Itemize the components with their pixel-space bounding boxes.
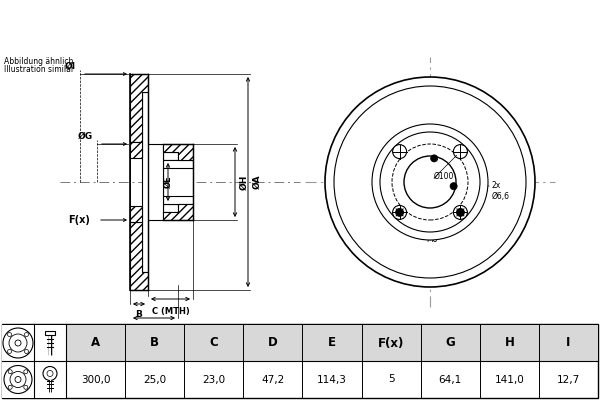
Polygon shape <box>163 152 178 160</box>
Text: ØE: ØE <box>163 176 173 188</box>
Text: 2x: 2x <box>407 135 416 144</box>
Text: 300,0: 300,0 <box>81 374 110 384</box>
Polygon shape <box>130 142 142 158</box>
Circle shape <box>8 385 12 389</box>
Text: 141,0: 141,0 <box>494 374 524 384</box>
Bar <box>125 325 184 361</box>
Text: ØH: ØH <box>240 174 249 190</box>
Bar <box>480 325 539 361</box>
Circle shape <box>8 370 12 374</box>
Text: B: B <box>150 336 159 350</box>
Polygon shape <box>163 160 193 204</box>
Text: F(x): F(x) <box>68 215 90 225</box>
Text: D: D <box>150 324 158 333</box>
Bar <box>302 325 362 361</box>
Circle shape <box>392 144 407 158</box>
Text: 114,3: 114,3 <box>317 374 347 384</box>
Circle shape <box>395 208 404 216</box>
Bar <box>184 325 244 361</box>
Text: E: E <box>328 336 336 350</box>
Bar <box>539 325 598 361</box>
Text: D: D <box>268 336 278 350</box>
Text: 24.0125-0173.1    425173: 24.0125-0173.1 425173 <box>150 15 450 35</box>
Text: G: G <box>445 336 455 350</box>
Text: ØG: ØG <box>78 132 93 141</box>
Polygon shape <box>163 144 193 160</box>
Text: A: A <box>91 336 100 350</box>
Circle shape <box>47 370 53 376</box>
Text: I: I <box>566 336 571 350</box>
Bar <box>2 361 66 398</box>
Text: Ø100: Ø100 <box>434 172 454 180</box>
Text: Illustration similar: Illustration similar <box>4 65 74 74</box>
Polygon shape <box>163 204 193 220</box>
Circle shape <box>24 370 28 374</box>
Circle shape <box>450 183 457 190</box>
Circle shape <box>372 124 488 240</box>
Text: 25,0: 25,0 <box>143 374 166 384</box>
Circle shape <box>8 332 11 336</box>
Circle shape <box>404 156 456 208</box>
Text: ØI: ØI <box>65 62 76 71</box>
Text: 2x: 2x <box>492 182 501 190</box>
Polygon shape <box>130 142 142 222</box>
Polygon shape <box>130 206 142 222</box>
Bar <box>421 325 480 361</box>
Text: 47,2: 47,2 <box>261 374 284 384</box>
Bar <box>362 325 421 361</box>
Polygon shape <box>130 74 148 142</box>
Polygon shape <box>130 222 148 290</box>
Polygon shape <box>163 204 178 212</box>
Text: B: B <box>136 310 142 319</box>
Text: 12,7: 12,7 <box>557 374 580 384</box>
Circle shape <box>10 372 26 388</box>
Text: 64,1: 64,1 <box>439 374 462 384</box>
Circle shape <box>15 376 21 382</box>
Text: F(x): F(x) <box>378 336 404 350</box>
Text: 5: 5 <box>388 374 394 384</box>
Circle shape <box>325 77 535 287</box>
Circle shape <box>334 86 526 278</box>
Circle shape <box>380 132 480 232</box>
Circle shape <box>454 206 467 220</box>
Text: Ø6,6: Ø6,6 <box>492 192 510 200</box>
Bar <box>244 325 302 361</box>
Circle shape <box>25 350 28 354</box>
Circle shape <box>454 144 467 158</box>
Text: ØA: ØA <box>253 175 262 189</box>
Circle shape <box>8 350 11 354</box>
Circle shape <box>431 155 437 162</box>
Circle shape <box>24 385 28 389</box>
Text: C: C <box>209 336 218 350</box>
Polygon shape <box>142 92 163 272</box>
Circle shape <box>9 334 27 352</box>
Bar <box>2 325 66 361</box>
Circle shape <box>3 328 33 358</box>
Bar <box>66 325 125 361</box>
Circle shape <box>25 332 28 336</box>
Circle shape <box>43 366 57 380</box>
Text: 23,0: 23,0 <box>202 374 226 384</box>
Circle shape <box>392 206 407 220</box>
Text: C (MTH): C (MTH) <box>152 307 190 316</box>
Bar <box>45 331 55 335</box>
Text: M8: M8 <box>426 234 437 244</box>
Circle shape <box>15 340 21 346</box>
Circle shape <box>4 366 32 394</box>
Text: Abbildung ähnlich: Abbildung ähnlich <box>4 57 73 66</box>
Text: H: H <box>505 336 514 350</box>
Circle shape <box>457 208 464 216</box>
